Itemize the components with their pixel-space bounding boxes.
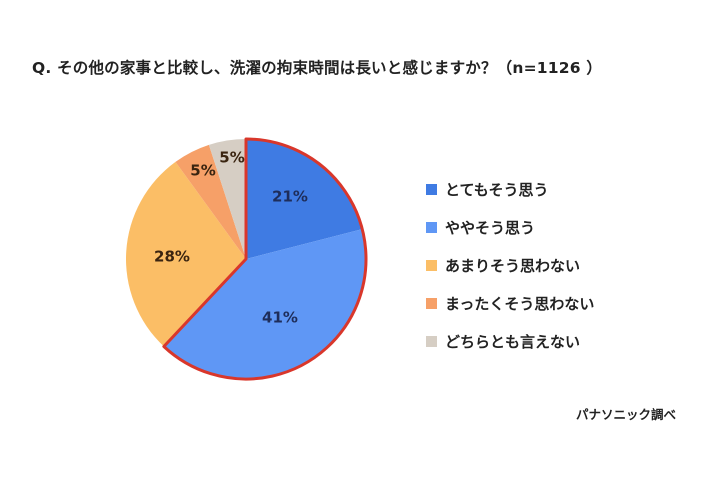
pie-slice xyxy=(208,139,246,259)
legend-swatch-icon xyxy=(426,259,437,271)
legend-swatch-icon xyxy=(426,221,437,233)
slice-label: 21% xyxy=(272,188,308,206)
legend-swatch-icon xyxy=(426,297,437,309)
slice-label: 41% xyxy=(262,309,298,327)
legend-item: とてもそう思う xyxy=(426,170,594,208)
pie-slice xyxy=(246,139,363,259)
highlight-outline xyxy=(162,137,368,381)
slice-label: 28% xyxy=(154,248,190,266)
legend-item: ややそう思う xyxy=(426,208,594,246)
pie-slice xyxy=(126,161,246,347)
legend-item: まったくそう思わない xyxy=(426,284,594,322)
slice-label: 5% xyxy=(219,149,244,167)
slice-label: 5% xyxy=(190,162,215,180)
legend-swatch-icon xyxy=(426,335,437,347)
legend-item: あまりそう思わない xyxy=(426,246,594,284)
legend-swatch-icon xyxy=(426,183,437,195)
pie-slice xyxy=(163,229,366,379)
source-note: パナソニック調べ xyxy=(576,407,677,422)
chart-title: Q. その他の家事と比較し、洗濯の拘束時間は長いと感じますか？（n=1126 ） xyxy=(32,59,603,77)
legend: とてもそう思う ややそう思う あまりそう思わない まったくそう思わない どちらと… xyxy=(426,170,594,360)
pie-slice xyxy=(175,144,246,259)
legend-item: どちらとも言えない xyxy=(426,322,594,360)
